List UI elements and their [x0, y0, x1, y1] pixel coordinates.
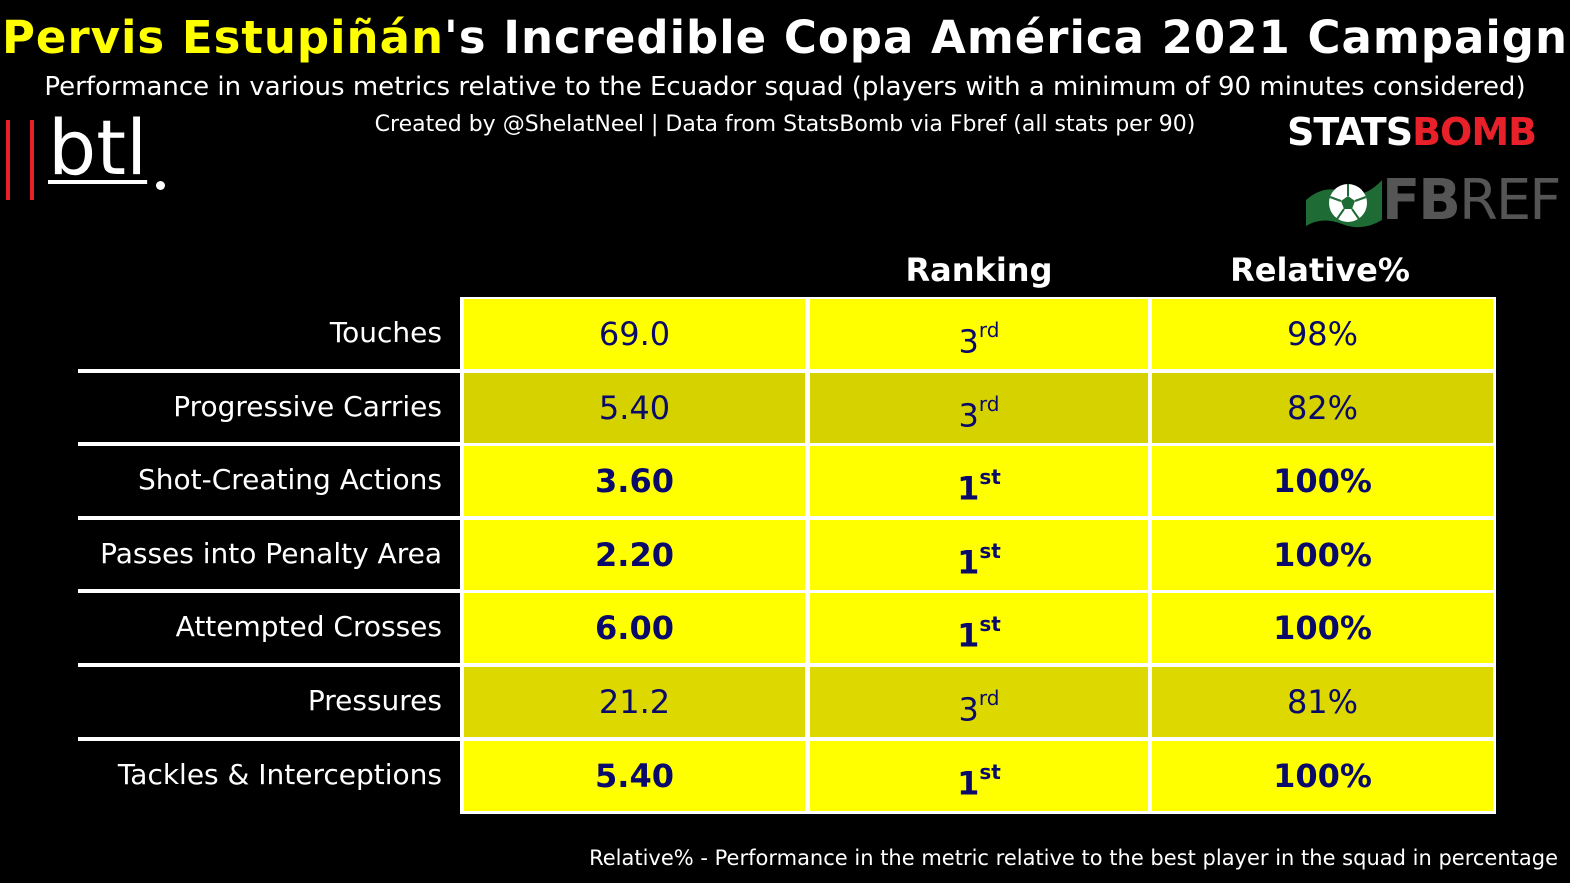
row-divider: [78, 737, 460, 741]
ranking-cell: 3rd: [810, 373, 1148, 443]
fbref-logo: FBREF: [1304, 170, 1561, 232]
rank-suffix: rd: [978, 318, 1000, 342]
rank-suffix: rd: [978, 686, 1000, 710]
chart-title: Pervis Estupiñán's Incredible Copa Améri…: [0, 10, 1570, 66]
relative-cell: 100%: [1152, 593, 1493, 663]
relative-cell: 82%: [1152, 373, 1493, 443]
rank-number: 1: [957, 616, 980, 655]
btl-logo-text: btl: [48, 103, 148, 192]
relative-cell: 100%: [1152, 741, 1493, 811]
relative-cell: 100%: [1152, 446, 1493, 516]
row-label: Passes into Penalty Area: [100, 537, 442, 570]
value-cell: 69.0: [464, 299, 805, 369]
title-player-name: Pervis Estupiñán: [1, 11, 444, 64]
ranking-cell: 1st: [810, 446, 1148, 516]
rank-number: 1: [957, 543, 980, 582]
ranking-cell: 1st: [810, 593, 1148, 663]
row-label: Pressures: [307, 684, 442, 717]
row-divider: [78, 369, 460, 373]
relative-cell: 98%: [1152, 299, 1493, 369]
rank-suffix: st: [979, 539, 1001, 563]
rank-number: 1: [957, 469, 980, 508]
row-label: Progressive Carries: [173, 390, 442, 423]
row-divider: [78, 663, 460, 667]
ranking-cell: 3rd: [810, 299, 1148, 369]
ranking-cell: 3rd: [810, 667, 1148, 737]
row-label: Shot-Creating Actions: [137, 463, 442, 496]
btl-red-bars-icon: [6, 120, 34, 200]
relative-cell: 100%: [1152, 520, 1493, 590]
title-rest: 's Incredible Copa América 2021 Campaign: [444, 11, 1569, 64]
rank-number: 1: [957, 764, 980, 803]
fbref-logo-rest: REF: [1458, 168, 1562, 233]
rank-number: 3: [958, 690, 979, 729]
btl-dot-icon: [156, 181, 165, 190]
rank-suffix: st: [979, 612, 1001, 636]
ranking-cell: 1st: [810, 741, 1148, 811]
rank-suffix: rd: [978, 392, 1000, 416]
credit-line: Created by @ShelatNeel | Data from Stats…: [374, 112, 1196, 137]
value-cell: 5.40: [464, 741, 805, 811]
value-cell: 21.2: [464, 667, 805, 737]
fbref-logo-bold: FB: [1382, 168, 1461, 233]
rank-number: 3: [958, 396, 979, 435]
rank-number: 3: [958, 322, 979, 361]
column-header-relative: Relative%: [1230, 251, 1410, 289]
fbref-logo-text: FBREF: [1382, 168, 1562, 233]
row-divider: [78, 442, 460, 446]
rank-suffix: st: [979, 465, 1001, 489]
column-header-ranking: Ranking: [905, 251, 1053, 289]
row-divider: [78, 589, 460, 593]
row-divider: [78, 516, 460, 520]
rank-suffix: st: [979, 760, 1001, 784]
btl-logo: btl: [6, 103, 176, 205]
value-cell: 6.00: [464, 593, 805, 663]
row-label: Attempted Crosses: [175, 610, 442, 643]
row-label: Tackles & Interceptions: [117, 758, 442, 791]
chart-subtitle: Performance in various metrics relative …: [44, 72, 1526, 102]
value-cell: 5.40: [464, 373, 805, 443]
statsbomb-logo-red: BOMB: [1412, 110, 1537, 154]
row-label: Touches: [329, 316, 442, 349]
ranking-cell: 1st: [810, 520, 1148, 590]
value-cell: 3.60: [464, 446, 805, 516]
footnote: Relative% - Performance in the metric re…: [589, 846, 1558, 870]
statsbomb-logo-white: STATS: [1287, 110, 1413, 154]
relative-cell: 81%: [1152, 667, 1493, 737]
value-cell: 2.20: [464, 520, 805, 590]
fbref-flag-icon: [1306, 180, 1382, 228]
statsbomb-logo: STATSBOMB: [1287, 108, 1562, 156]
